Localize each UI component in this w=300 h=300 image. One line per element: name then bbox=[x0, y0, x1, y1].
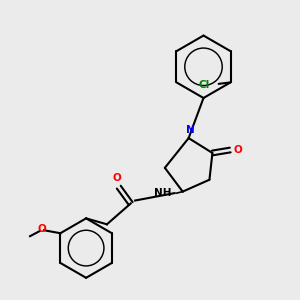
Text: O: O bbox=[234, 145, 243, 155]
Text: Cl: Cl bbox=[199, 80, 210, 90]
Text: O: O bbox=[38, 224, 46, 234]
Text: O: O bbox=[113, 173, 122, 183]
Text: N: N bbox=[186, 124, 194, 134]
Text: NH: NH bbox=[154, 188, 172, 198]
